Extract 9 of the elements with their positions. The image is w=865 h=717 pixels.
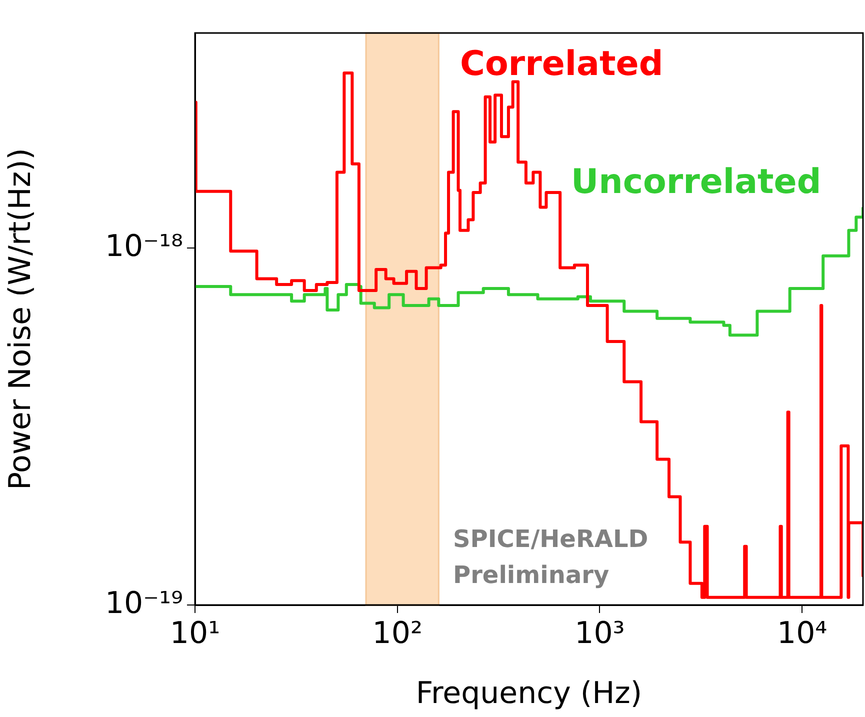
annotation: SPICE/HeRALD Preliminary bbox=[453, 525, 648, 590]
y-tick-label: 10⁻¹⁸ bbox=[104, 228, 183, 264]
x-tick-label: 10² bbox=[372, 616, 422, 651]
series-label: Correlated bbox=[460, 44, 664, 84]
series-label: Uncorrelated bbox=[571, 162, 822, 202]
x-axis-title: Frequency (Hz) bbox=[416, 676, 642, 711]
y-axis-title: Power Noise (W/rt(Hz)) bbox=[2, 148, 38, 490]
x-tick-label: 10³ bbox=[574, 616, 625, 651]
x-tick-label: 10⁴ bbox=[776, 616, 828, 651]
